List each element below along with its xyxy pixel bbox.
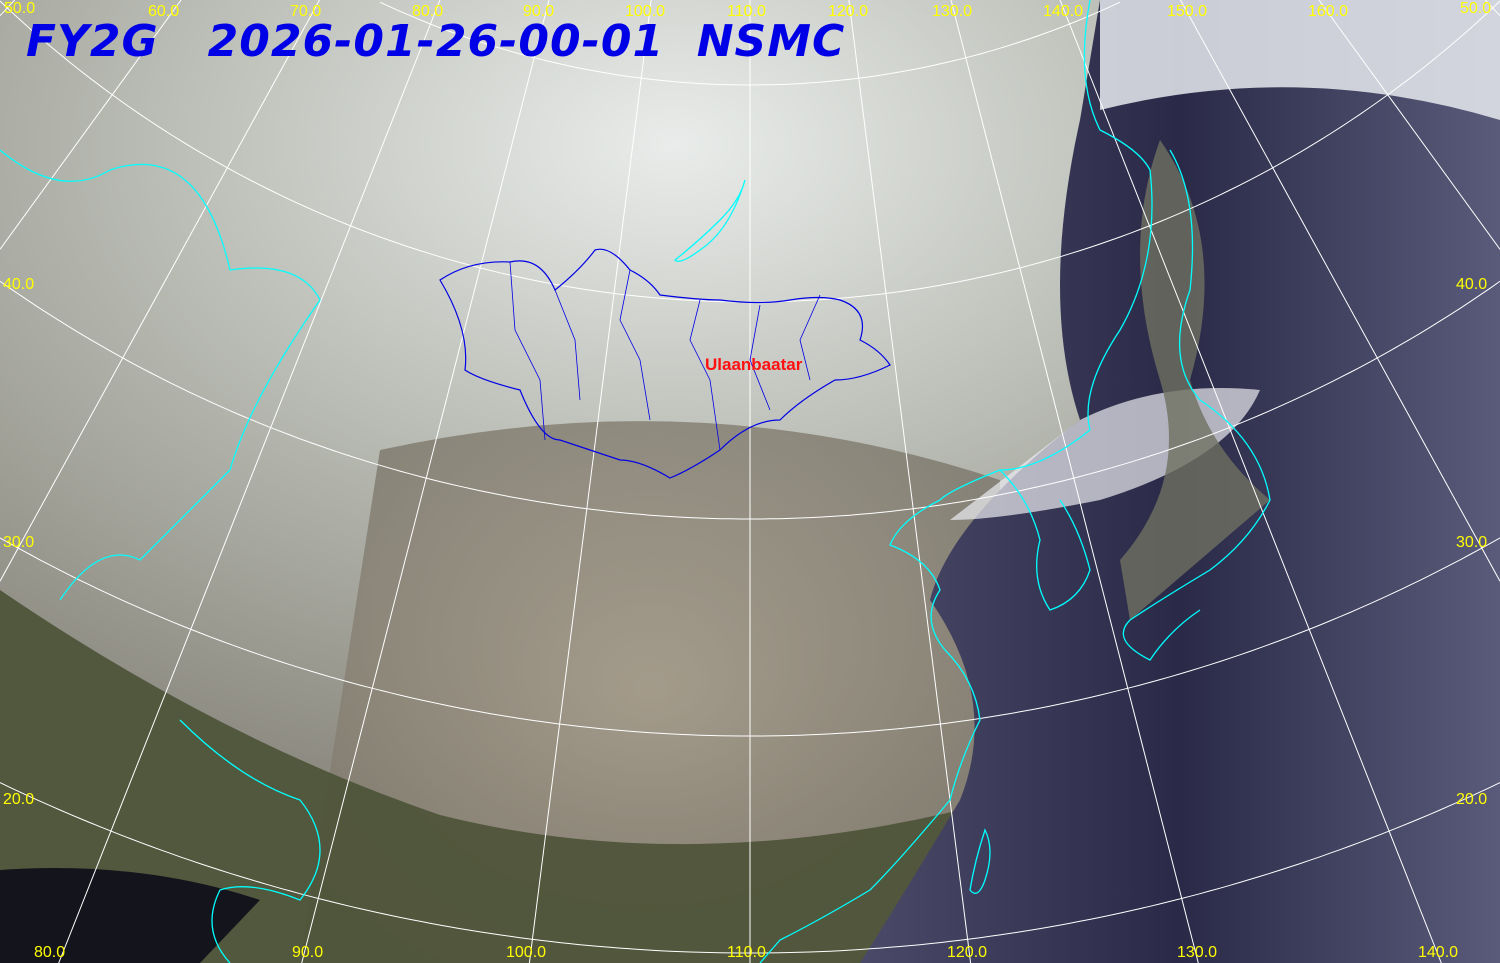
bottom-lon-label: 140.0: [1418, 944, 1459, 961]
image-title: FY2G 2026-01-26-00-01 NSMC: [26, 20, 845, 64]
left-lat-label: 30.0: [3, 534, 35, 551]
top-lon-label: 130.0: [932, 3, 973, 20]
meridian-line: [1484, 0, 1500, 17]
right-lat-label: 40.0: [1456, 276, 1488, 293]
bottom-lon-label: 130.0: [1177, 944, 1218, 961]
bay-of-bengal: [0, 868, 260, 963]
meridian-line: [848, 0, 972, 963]
top-lon-label: 80.0: [412, 3, 444, 20]
bottom-lon-label: 90.0: [292, 944, 324, 961]
bottom-lon-label: 110.0: [727, 944, 766, 961]
coastlines: [0, 0, 1271, 963]
top-lon-label: 140.0: [1043, 3, 1084, 20]
left-lat-label: 40.0: [3, 276, 35, 293]
top-lon-label: 120.0: [828, 3, 869, 20]
bottom-lon-label: 120.0: [947, 944, 988, 961]
meridian-line: [1180, 0, 1500, 582]
satellite-name: FY2G: [26, 16, 159, 67]
agency: NSMC: [696, 16, 846, 67]
meridian-line: [58, 0, 441, 963]
top-lon-label: 110.0: [727, 3, 766, 20]
top-lon-label: 70.0: [290, 3, 322, 20]
japan-land: [1120, 140, 1270, 620]
meridian-line: [0, 0, 182, 250]
meridian-line: [528, 0, 652, 963]
lake-baikal: [674, 179, 746, 262]
coastline-india: [179, 719, 321, 963]
bottom-lon-label: 100.0: [506, 944, 547, 961]
top-lon-label: 60.0: [148, 3, 180, 20]
meridian-line: [0, 0, 16, 17]
right-lat-label: 30.0: [1456, 534, 1488, 551]
coastline-japan: [1122, 149, 1271, 661]
coastline-caspian-region: [0, 149, 321, 601]
top-lon-label: 100.0: [625, 3, 666, 20]
meridian-line: [1059, 0, 1442, 963]
meridian-line: [950, 0, 1199, 963]
right-lat-label: 20.0: [1456, 791, 1488, 808]
coastline-korea: [999, 469, 1091, 611]
coastline-asia-east: [759, 0, 1153, 963]
meridian-line: [0, 0, 320, 582]
left-lat-label: 20.0: [3, 791, 35, 808]
city-label-ulaanbaatar: Ulaanbaatar: [705, 355, 803, 374]
top-lon-label: 50.0: [1460, 0, 1492, 17]
top-lon-label: 50.0: [4, 0, 36, 17]
bottom-lon-label: 80.0: [34, 944, 66, 961]
datetime: 2026-01-26-00-01: [207, 16, 665, 67]
coastline-taiwan: [969, 828, 991, 894]
mongolia-border: [439, 248, 891, 479]
top-lon-label: 150.0: [1167, 3, 1208, 20]
cloud-band: [1100, 0, 1500, 120]
top-lon-label: 160.0: [1308, 3, 1349, 20]
meridian-line: [1318, 0, 1500, 250]
top-lon-label: 90.0: [523, 3, 555, 20]
mongolia-province-borders: [509, 261, 821, 451]
meridian-line: [301, 0, 550, 963]
